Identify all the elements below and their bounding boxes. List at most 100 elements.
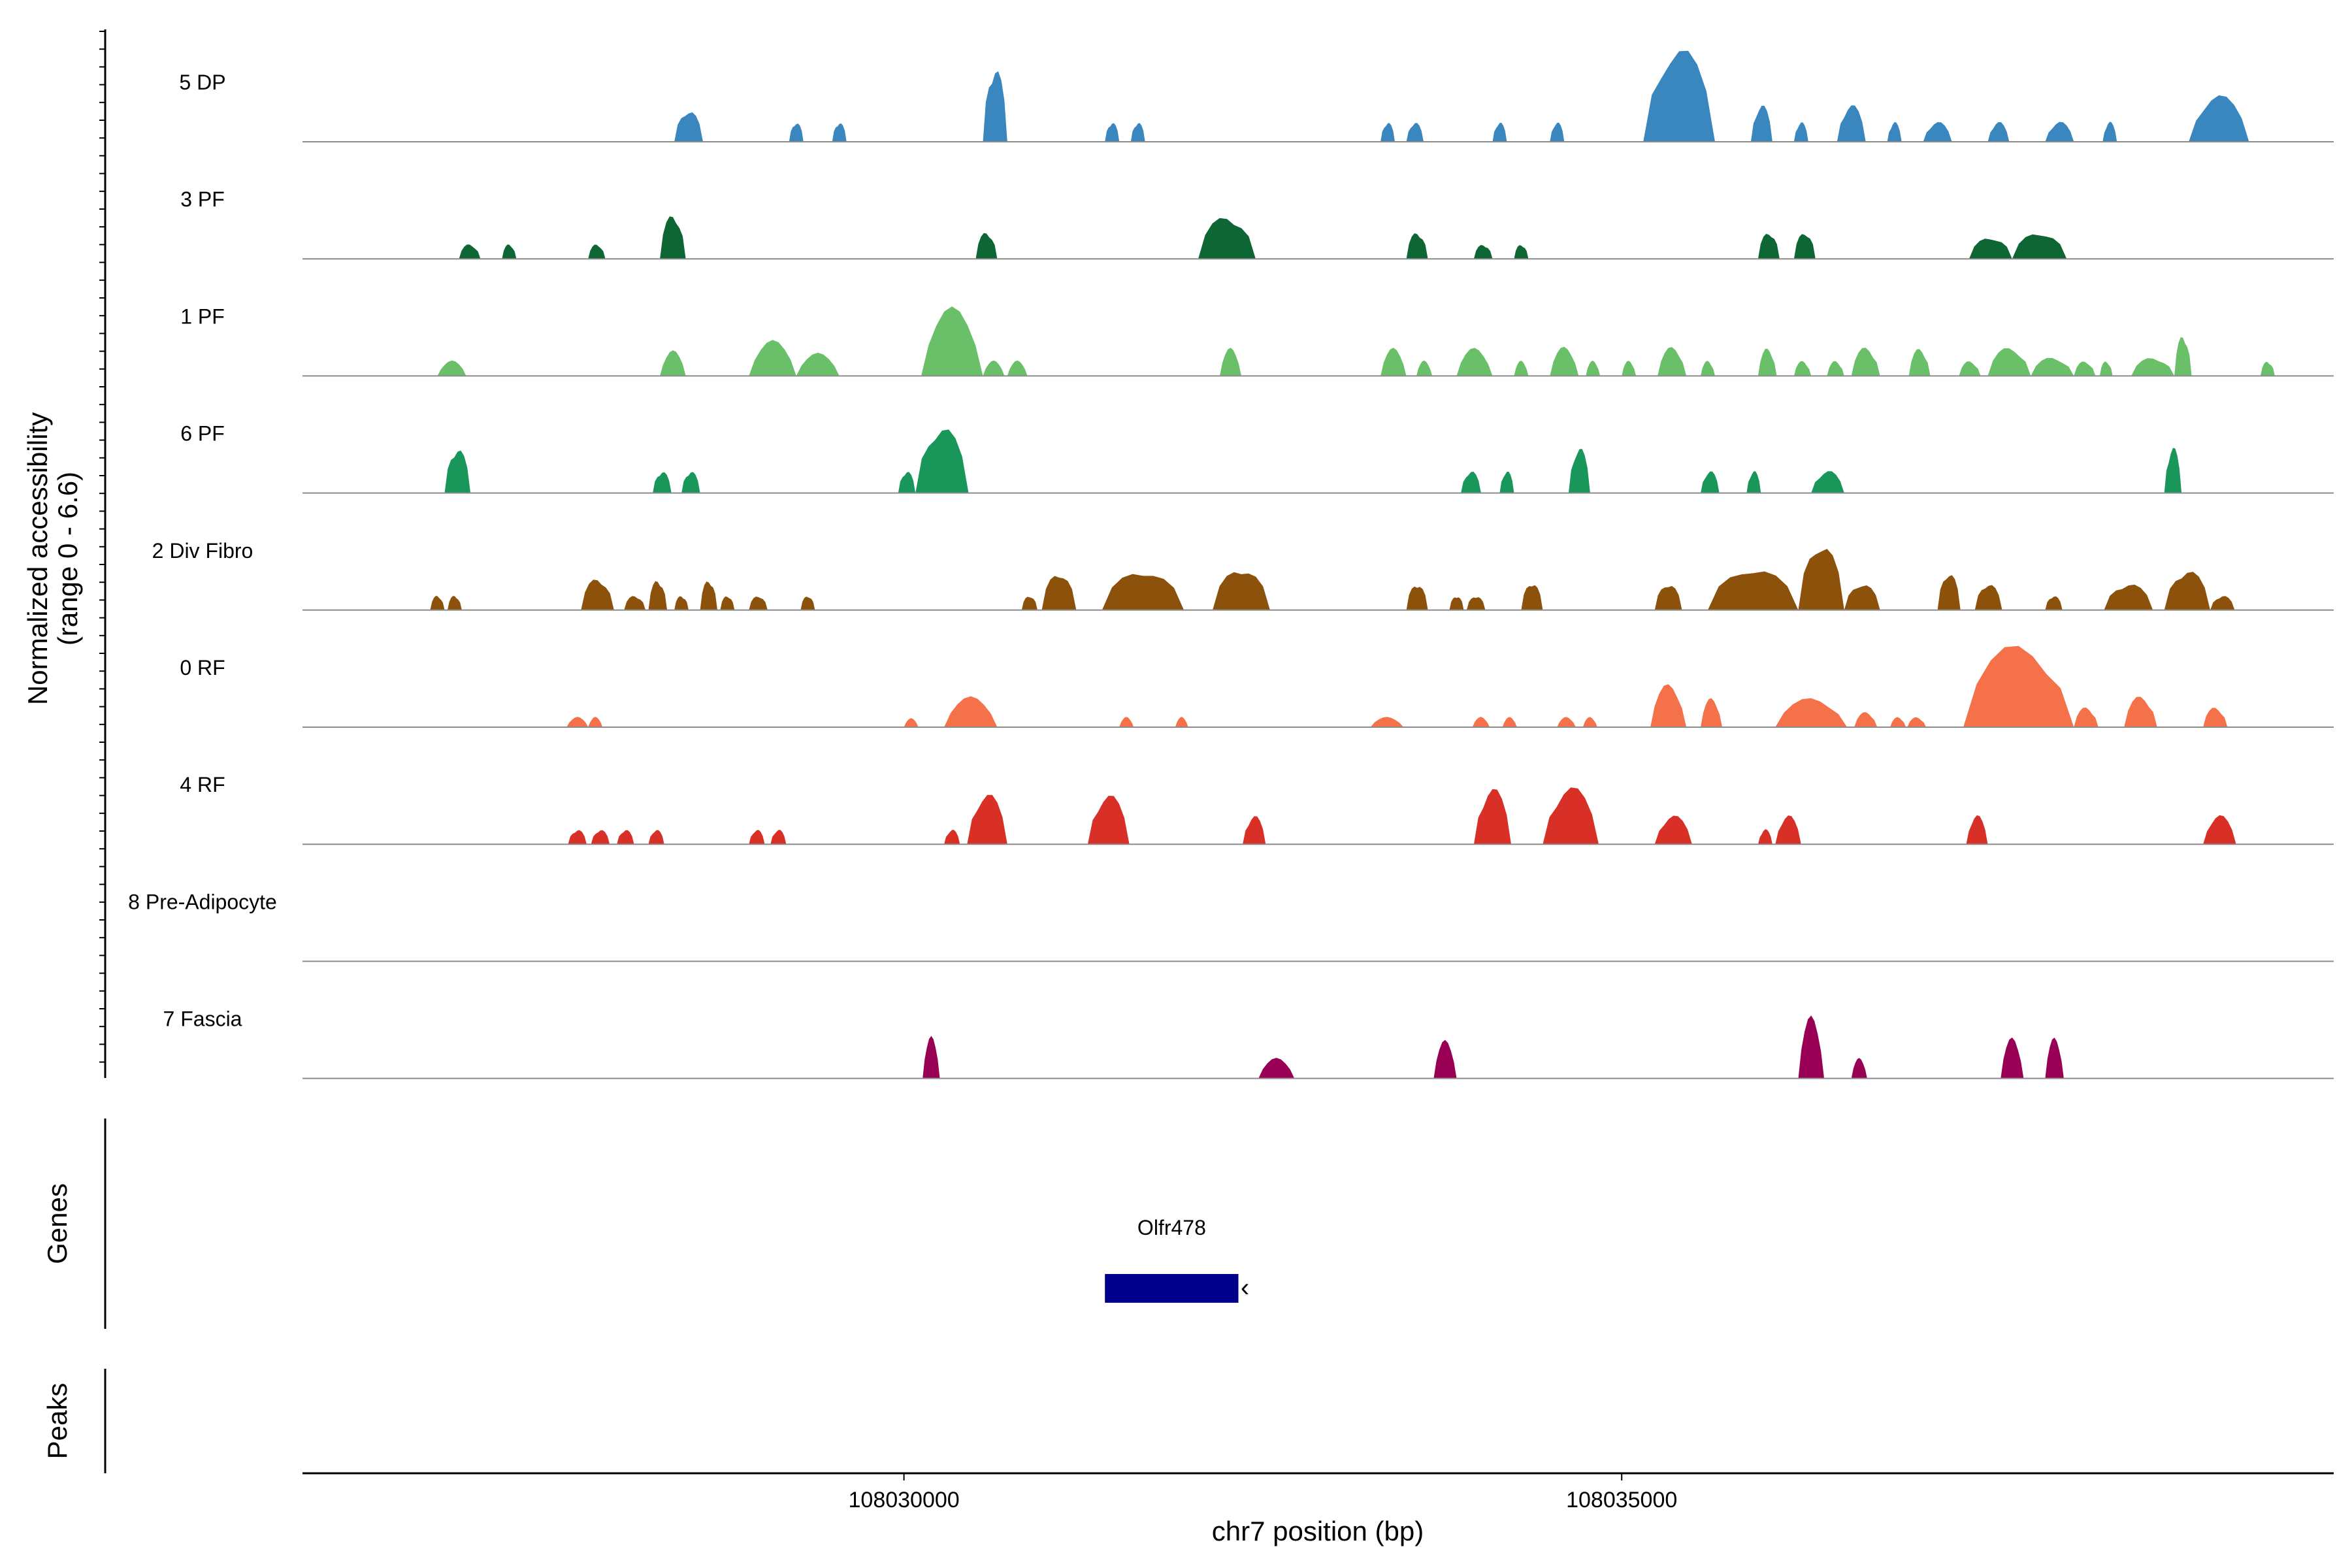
accessibility-peak	[2164, 448, 2182, 493]
accessibility-peak	[1963, 645, 2074, 727]
accessibility-peak	[1622, 361, 1637, 376]
accessibility-peak	[1887, 122, 1902, 142]
accessibility-peak	[1258, 1058, 1295, 1079]
track-5-dp: 5 DP	[179, 50, 2334, 142]
accessibility-peak	[2104, 584, 2153, 610]
accessibility-peak	[2045, 596, 2063, 610]
accessibility-peak	[1890, 717, 1906, 727]
accessibility-peak	[1907, 717, 1926, 727]
accessibility-peak	[1987, 122, 2010, 142]
track-2-div-fibro: 2 Div Fibro	[152, 539, 2334, 611]
accessibility-peak	[1198, 218, 1256, 259]
accessibility-peak	[1757, 233, 1780, 259]
accessibility-peak	[1923, 122, 1952, 142]
accessibility-peak	[1021, 596, 1037, 610]
accessibility-peak	[1550, 346, 1579, 376]
track-label: 4 RF	[180, 773, 225, 796]
accessibility-peak	[1757, 348, 1777, 376]
accessibility-peak	[1844, 585, 1880, 610]
accessibility-peak	[1550, 122, 1565, 142]
accessibility-peak	[1974, 585, 2002, 610]
accessibility-peak	[459, 244, 481, 259]
accessibility-peak	[1406, 123, 1424, 142]
accessibility-peak	[1416, 360, 1433, 376]
accessibility-peak	[1119, 717, 1134, 727]
accessibility-peak	[789, 123, 804, 142]
accessibility-peak	[1492, 122, 1507, 142]
accessibility-peak	[983, 360, 1005, 376]
accessibility-peak	[1449, 597, 1464, 610]
x-axis-ticks: 108030000 108035000	[849, 1473, 1677, 1512]
accessibility-peak	[617, 830, 634, 845]
accessibility-peak	[1837, 105, 1866, 142]
accessibility-peak	[1851, 1058, 1867, 1079]
accessibility-peak	[447, 596, 462, 610]
track-label: 3 PF	[180, 188, 225, 211]
accessibility-peak	[2045, 122, 2074, 142]
accessibility-peak	[944, 696, 998, 727]
accessibility-peak	[1708, 571, 1799, 610]
accessibility-peak	[923, 1036, 940, 1079]
accessibility-peak	[2174, 337, 2192, 376]
accessibility-peak	[624, 596, 646, 610]
accessibility-peak	[1654, 815, 1692, 845]
gene-bar	[1105, 1274, 1239, 1303]
accessibility-peak	[674, 112, 703, 142]
accessibility-peak	[983, 71, 1007, 142]
accessibility-peak	[2203, 708, 2228, 727]
accessibility-peak	[1959, 361, 1981, 376]
accessibility-peak	[904, 718, 919, 727]
accessibility-peak	[1406, 233, 1428, 259]
gene-label: Olfr478	[1137, 1216, 1206, 1239]
accessibility-peak	[1499, 471, 1514, 493]
y-axis-label: Normalized accessibility	[22, 412, 53, 705]
accessibility-peak	[1007, 360, 1028, 376]
accessibility-peak	[1220, 348, 1241, 376]
track-label: 0 RF	[180, 656, 225, 679]
accessibility-peak	[591, 830, 610, 845]
accessibility-peak	[2031, 357, 2074, 376]
accessibility-peak	[1586, 361, 1601, 376]
accessibility-peak	[1854, 712, 1878, 727]
accessibility-peak	[2131, 358, 2175, 376]
accessibility-peak	[1757, 829, 1772, 845]
y-axis-label-group: Normalized accessibility (range 0 - 6.6)	[22, 412, 83, 705]
accessibility-peak	[1908, 349, 1931, 376]
track-label: 1 PF	[180, 304, 225, 328]
accessibility-peak	[1658, 347, 1687, 376]
track-0-rf: 0 RF	[180, 645, 2334, 728]
accessibility-peak	[1105, 123, 1120, 142]
accessibility-peak	[975, 233, 998, 259]
accessibility-peak	[444, 450, 471, 493]
accessibility-peak	[588, 717, 603, 727]
accessibility-peak	[1775, 815, 1801, 845]
accessibility-peak	[1793, 361, 1812, 376]
accessibility-peak	[1827, 361, 1844, 376]
accessibility-peak	[1543, 787, 1599, 845]
accessibility-peak	[502, 244, 517, 259]
track-label: 8 Pre-Adipocyte	[128, 890, 277, 913]
accessibility-peak	[967, 794, 1007, 845]
accessibility-peak	[944, 830, 960, 845]
accessibility-peak	[1213, 572, 1270, 610]
accessibility-peak	[648, 830, 664, 845]
accessibility-peak	[2074, 708, 2099, 727]
accessibility-peak	[1087, 796, 1130, 845]
accessibility-peak	[2074, 361, 2096, 376]
accessibility-peak	[832, 123, 847, 142]
accessibility-peak	[1130, 123, 1145, 142]
accessibility-peak	[2260, 361, 2275, 376]
accessibility-peak	[1987, 348, 2031, 376]
accessibility-peak	[1798, 1015, 1824, 1079]
accessibility-peak	[1793, 234, 1816, 259]
accessibility-peak	[1937, 575, 1961, 610]
accessibility-peak	[660, 350, 686, 376]
accessibility-peak	[1380, 123, 1395, 142]
accessibility-peak	[770, 830, 787, 845]
accessibility-peak	[1650, 684, 1687, 727]
accessibility-peak	[2045, 1037, 2064, 1079]
accessibility-peak	[1654, 585, 1682, 610]
accessibility-peak	[796, 352, 840, 376]
accessibility-peak	[2001, 1037, 2024, 1079]
